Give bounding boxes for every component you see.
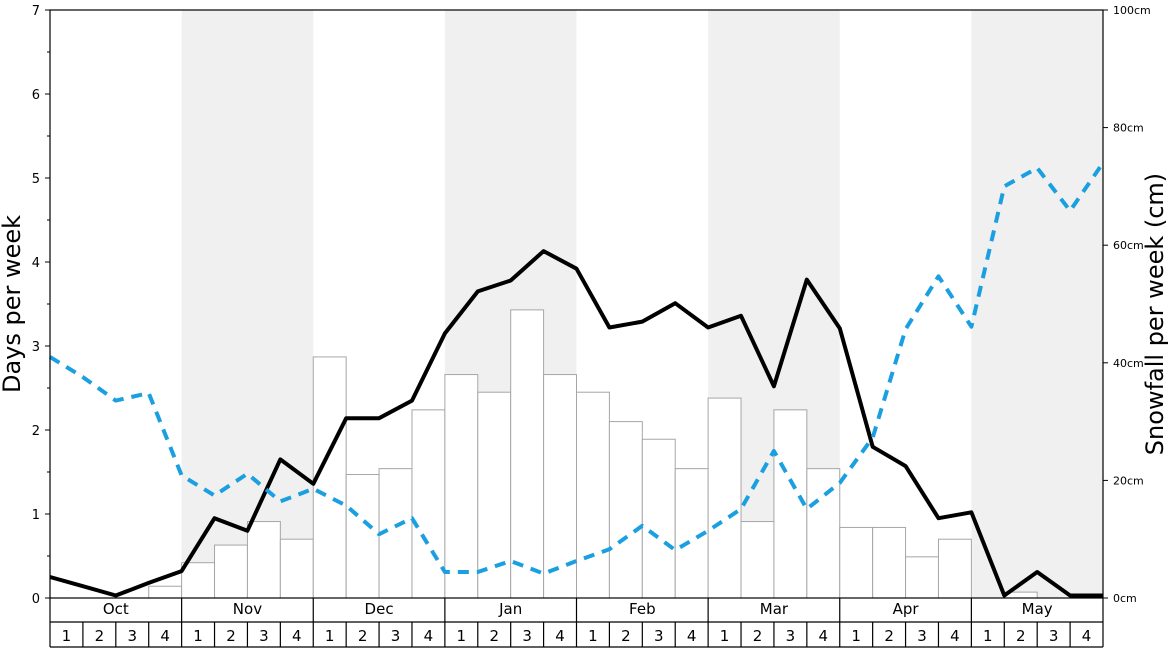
week-label: 1 <box>851 627 861 645</box>
left-axis-tick-label: 0 <box>32 592 40 607</box>
month-label: Mar <box>760 600 789 618</box>
week-label: 4 <box>424 627 434 645</box>
month-label: Nov <box>233 600 262 618</box>
right-axis-tick-label: 20cm <box>1113 474 1144 487</box>
week-label: 4 <box>687 627 697 645</box>
week-label: 4 <box>555 627 565 645</box>
week-label: 4 <box>819 627 829 645</box>
week-label: 4 <box>292 627 302 645</box>
month-label: Dec <box>365 600 394 618</box>
snowfall-bar <box>641 438 676 599</box>
week-label: 2 <box>884 627 894 645</box>
dashed-series-line <box>48 161 1105 576</box>
week-label: 3 <box>127 627 137 645</box>
snowfall-bar <box>345 474 380 599</box>
month-label: Oct <box>103 600 129 618</box>
week-label: 1 <box>588 627 598 645</box>
solid-series-line <box>49 249 1103 598</box>
week-label: 4 <box>1082 627 1092 645</box>
snowfall-bar <box>477 391 512 599</box>
week-label: 2 <box>226 627 236 645</box>
snowfall-bar <box>214 544 248 599</box>
month-label: Jan <box>498 600 522 618</box>
week-label: 4 <box>160 627 170 645</box>
right-axis-tick-label: 0cm <box>1113 592 1137 605</box>
left-axis-tick-label: 1 <box>32 508 40 523</box>
week-label: 3 <box>786 627 796 645</box>
left-axis-tick-label: 6 <box>32 88 40 103</box>
right-axis-tick-label: 80cm <box>1113 122 1144 135</box>
week-label: 3 <box>917 627 927 645</box>
right-axis-tick-label: 60cm <box>1113 239 1144 252</box>
week-label: 2 <box>358 627 368 645</box>
week-label: 1 <box>325 627 335 645</box>
week-label: 1 <box>62 627 72 645</box>
month-label: May <box>1022 600 1053 618</box>
week-label: 2 <box>95 627 105 645</box>
snowfall-bar <box>806 468 841 599</box>
month-shade-band <box>971 10 1103 598</box>
left-axis-tick-label: 3 <box>32 340 40 355</box>
week-label: 3 <box>259 627 269 645</box>
week-label: 2 <box>1016 627 1026 645</box>
week-label: 1 <box>983 627 993 645</box>
snowfall-bar <box>608 421 643 599</box>
snowfall-bar <box>411 409 446 599</box>
left-axis-tick-label: 7 <box>32 4 40 19</box>
week-label: 1 <box>193 627 203 645</box>
week-label: 4 <box>950 627 960 645</box>
snowfall-bar <box>576 391 610 599</box>
week-label: 1 <box>720 627 730 645</box>
left-axis-tick-label: 2 <box>32 424 40 439</box>
snowfall-bar <box>510 309 545 599</box>
right-axis-title: Snowfall per week (cm) <box>1141 173 1168 455</box>
week-label: 3 <box>391 627 401 645</box>
right-axis-tick-label: 100cm <box>1113 4 1151 17</box>
snowfall-bar <box>279 538 314 599</box>
week-label: 3 <box>654 627 664 645</box>
snowfall-bar <box>181 562 216 599</box>
month-label: Apr <box>893 600 920 618</box>
snowfall-bar <box>937 538 972 599</box>
left-axis-title: Days per week <box>0 215 26 393</box>
left-axis-tick-label: 4 <box>32 256 40 271</box>
snowfall-bar <box>444 374 479 599</box>
month-label: Feb <box>629 600 656 618</box>
week-label: 3 <box>1049 627 1059 645</box>
week-label: 3 <box>522 627 532 645</box>
week-label: 2 <box>753 627 763 645</box>
week-label: 2 <box>621 627 631 645</box>
snowfall-bar <box>707 397 742 599</box>
snowfall-bar <box>148 585 183 599</box>
snowfall-bar <box>246 521 281 599</box>
snowfall-bar <box>740 521 775 599</box>
week-label: 1 <box>457 627 467 645</box>
snowfall-bar <box>839 526 874 599</box>
snowfall-bar <box>872 526 907 599</box>
snowfall-bar <box>905 556 939 599</box>
snowfall-bar <box>773 409 808 599</box>
week-label: 2 <box>489 627 499 645</box>
left-axis-tick-label: 5 <box>32 172 40 187</box>
right-axis-tick-label: 40cm <box>1113 357 1144 370</box>
month-shade-band <box>181 10 314 598</box>
